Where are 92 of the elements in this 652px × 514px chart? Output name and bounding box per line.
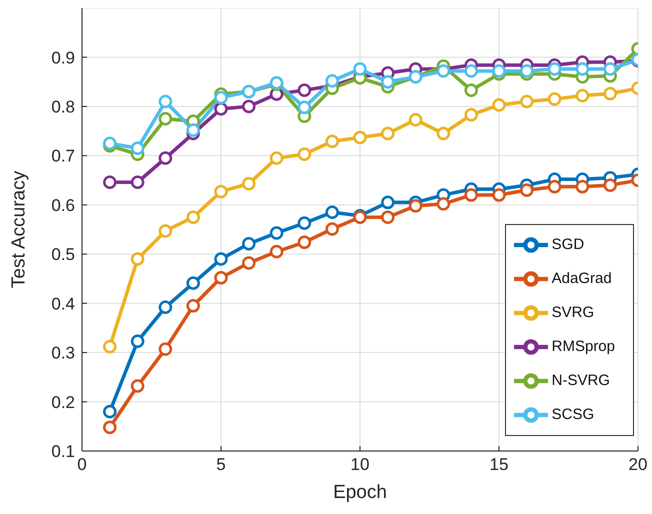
y-axis-title: Test Accuracy bbox=[8, 170, 30, 288]
point bbox=[298, 216, 312, 230]
point bbox=[103, 136, 117, 150]
point bbox=[158, 300, 172, 314]
y-tick-label: 0.6 bbox=[51, 196, 75, 215]
point bbox=[214, 252, 228, 266]
point bbox=[270, 151, 284, 165]
point bbox=[158, 224, 172, 238]
point bbox=[325, 134, 339, 148]
point bbox=[270, 226, 284, 240]
point bbox=[603, 178, 617, 192]
point bbox=[353, 62, 367, 76]
legend-label: RMSprop bbox=[552, 338, 615, 355]
y-tick-label: 0.9 bbox=[51, 48, 75, 68]
point bbox=[158, 94, 172, 108]
point bbox=[464, 83, 478, 97]
point bbox=[381, 210, 395, 224]
y-tick-label: 0.2 bbox=[51, 392, 75, 412]
point bbox=[408, 199, 422, 213]
point bbox=[492, 188, 506, 202]
y-tick-label: 0.7 bbox=[51, 146, 75, 166]
point bbox=[186, 276, 200, 290]
y-tick-label: 0.1 bbox=[51, 442, 75, 462]
point bbox=[130, 379, 144, 393]
point bbox=[548, 62, 562, 76]
point bbox=[464, 188, 478, 202]
point bbox=[492, 64, 506, 78]
point bbox=[492, 98, 506, 112]
point bbox=[436, 126, 450, 140]
x-tick-label: 5 bbox=[216, 455, 226, 474]
point bbox=[130, 334, 144, 348]
point bbox=[103, 404, 117, 418]
point bbox=[520, 183, 534, 197]
point bbox=[103, 420, 117, 434]
point bbox=[130, 142, 144, 156]
point bbox=[520, 64, 534, 78]
point bbox=[214, 90, 228, 104]
x-tick-label: 20 bbox=[628, 455, 648, 474]
y-tick-label: 0.3 bbox=[51, 344, 75, 363]
point bbox=[548, 180, 562, 194]
point bbox=[576, 180, 590, 194]
legend-label: SGD bbox=[552, 236, 584, 253]
point bbox=[158, 112, 172, 126]
point bbox=[214, 102, 228, 116]
point bbox=[520, 94, 534, 108]
legend-label: SVRG bbox=[552, 304, 594, 321]
point bbox=[436, 197, 450, 211]
point bbox=[214, 184, 228, 198]
point bbox=[103, 340, 117, 354]
point bbox=[270, 244, 284, 258]
point bbox=[298, 147, 312, 161]
point bbox=[298, 236, 312, 250]
x-tick-label: 10 bbox=[350, 455, 370, 474]
legend-label: SCSG bbox=[552, 406, 594, 423]
point bbox=[381, 196, 395, 210]
point bbox=[186, 123, 200, 137]
point bbox=[103, 175, 117, 189]
legend-label: N-SVRG bbox=[552, 372, 610, 389]
point bbox=[186, 299, 200, 313]
point bbox=[242, 100, 256, 114]
point bbox=[381, 126, 395, 140]
legend-label: AdaGrad bbox=[552, 270, 612, 287]
point bbox=[325, 206, 339, 220]
point bbox=[298, 83, 312, 97]
point bbox=[548, 92, 562, 106]
x-tick-label: 15 bbox=[490, 455, 508, 474]
point bbox=[242, 237, 256, 251]
point bbox=[158, 151, 172, 165]
point bbox=[603, 86, 617, 100]
point bbox=[242, 176, 256, 190]
point bbox=[576, 88, 590, 102]
point bbox=[576, 62, 590, 76]
point bbox=[214, 270, 228, 284]
y-tick-label: 0.8 bbox=[51, 97, 75, 116]
y-tick-label: 0.5 bbox=[51, 245, 75, 264]
x-axis-title: Epoch bbox=[333, 482, 387, 503]
x-tick-label: 0 bbox=[77, 455, 87, 474]
point bbox=[158, 342, 172, 356]
point bbox=[464, 108, 478, 122]
y-tick-label: 0.4 bbox=[51, 294, 75, 314]
point bbox=[381, 75, 395, 89]
point bbox=[325, 222, 339, 236]
point bbox=[325, 74, 339, 88]
point bbox=[603, 62, 617, 76]
point bbox=[242, 256, 256, 270]
point bbox=[130, 252, 144, 266]
point bbox=[353, 130, 367, 144]
point bbox=[186, 210, 200, 224]
point bbox=[298, 100, 312, 114]
point bbox=[408, 112, 422, 126]
point bbox=[464, 64, 478, 78]
point bbox=[130, 175, 144, 189]
